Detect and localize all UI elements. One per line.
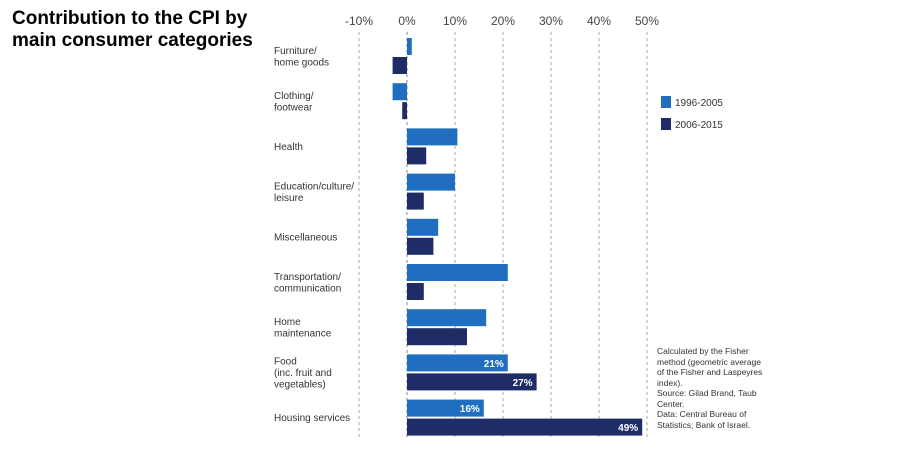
x-axis-ticks: -10% 0% 10% 20% 30% 40% 50% (345, 14, 659, 28)
x-tick-label: -10% (345, 14, 373, 28)
legend-label: 1996-2005 (675, 98, 723, 109)
data-label: 27% (513, 378, 533, 389)
bar-1996-2005 (407, 128, 458, 146)
bar-1996-2005 (392, 83, 407, 101)
bar-1996-2005 (407, 218, 439, 236)
category-label: Clothing/footwear (274, 91, 314, 114)
data-label: 21% (484, 359, 504, 370)
data-label: 16% (460, 404, 480, 415)
bar-2006-2015 (402, 102, 407, 120)
bar-2006-2015 (407, 147, 427, 165)
bar-2006-2015 (407, 237, 434, 255)
chart-title: Contribution to the CPI by main consumer… (12, 8, 253, 51)
category-label: Transportation/communication (274, 272, 341, 295)
bar-2006-2015 (392, 57, 407, 74)
bar-2006-2015 (407, 328, 467, 346)
x-tick-label: 0% (398, 14, 416, 28)
bar-2006-2015 (407, 373, 537, 391)
note-method: Calculated by the Fisher method (geometr… (657, 346, 763, 388)
category-label: Food (inc. fruit and vegetables) (274, 356, 332, 390)
note-data: Data: Central Bureau of Statistics; Bank… (657, 409, 751, 430)
note-source: Source: Gilad Brand, Taub Center. (657, 388, 757, 409)
bar-1996-2005 (407, 354, 508, 372)
category-label: Education/culture/leisure (274, 181, 354, 204)
bar-1996-2005 (407, 399, 484, 417)
category-label: Miscellaneous (274, 232, 337, 243)
x-tick-label: 10% (443, 14, 467, 28)
bar-1996-2005 (407, 264, 508, 281)
bar-2006-2015 (407, 283, 424, 300)
bar-1996-2005 (407, 309, 487, 327)
category-label: Health (274, 142, 303, 153)
x-tick-label: 50% (635, 14, 659, 28)
x-tick-label: 30% (539, 14, 563, 28)
bar-1996-2005 (407, 173, 455, 191)
bar-2006-2015 (407, 192, 424, 210)
bar-2006-2015 (407, 418, 643, 436)
category-label: Home maintenance (274, 317, 332, 340)
bars: 21% 27% 16% 49% (392, 38, 643, 436)
category-labels: Furniture/home goods Clothing/footwear Hea… (274, 46, 354, 424)
bar-1996-2005 (407, 38, 412, 55)
source-note: Calculated by the Fisher method (geometr… (657, 346, 777, 430)
legend-label: 2006-2015 (675, 120, 723, 131)
category-label: Furniture/home goods (274, 46, 329, 69)
legend-swatch (661, 118, 671, 130)
category-label: Housing services (274, 413, 350, 424)
x-tick-label: 40% (587, 14, 611, 28)
data-label: 49% (618, 423, 638, 434)
legend-swatch (661, 96, 671, 108)
x-tick-label: 20% (491, 14, 515, 28)
legend: 1996-2005 2006-2015 (661, 96, 723, 131)
